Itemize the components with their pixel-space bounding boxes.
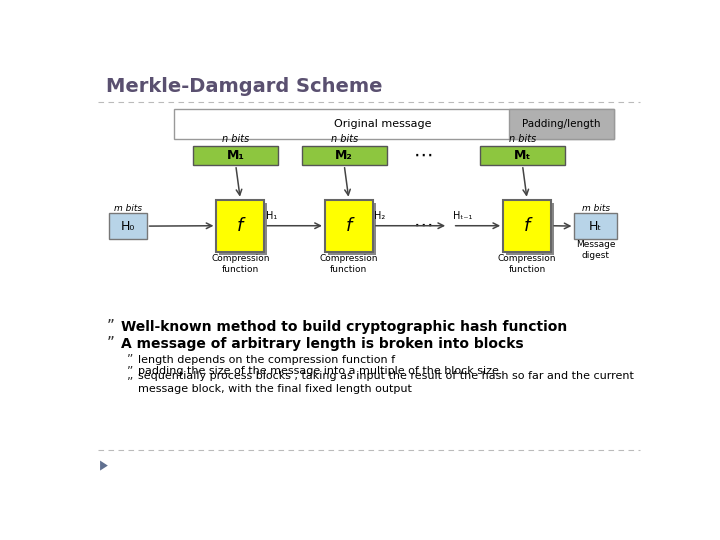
Text: ”: ” [127, 376, 134, 389]
Bar [575, 213, 617, 239]
Text: H₁: H₁ [266, 212, 277, 221]
Text: padding the size of the message into a multiple of the block size.: padding the size of the message into a m… [138, 366, 503, 376]
Text: Mₜ: Mₜ [514, 149, 531, 162]
Text: f: f [237, 217, 243, 235]
Bar [325, 200, 373, 252]
Polygon shape [100, 461, 108, 470]
Text: ”: ” [107, 336, 115, 351]
Bar [220, 202, 267, 255]
Text: M₁: M₁ [227, 149, 245, 162]
Text: length depends on the compression function f: length depends on the compression functi… [138, 355, 395, 365]
Text: H₂: H₂ [374, 212, 386, 221]
Bar [193, 146, 279, 165]
Bar [506, 202, 554, 255]
Text: f: f [524, 217, 531, 235]
Text: ⋯: ⋯ [413, 216, 433, 235]
Text: ⋯: ⋯ [413, 145, 433, 164]
Text: A message of arbitrary length is broken into blocks: A message of arbitrary length is broken … [121, 336, 523, 350]
Bar [480, 146, 565, 165]
Text: sequentially process blocks , taking as input the result of the hash so far and : sequentially process blocks , taking as … [138, 372, 634, 394]
Text: ”: ” [107, 319, 115, 334]
Text: ”: ” [127, 353, 134, 366]
Text: n bits: n bits [509, 134, 536, 144]
Text: Message
digest: Message digest [576, 240, 616, 260]
Bar [109, 213, 147, 239]
Text: Merkle-Damgard Scheme: Merkle-Damgard Scheme [106, 77, 382, 96]
Text: n bits: n bits [330, 134, 358, 144]
Text: f: f [346, 217, 352, 235]
Text: Well-known method to build cryptographic hash function: Well-known method to build cryptographic… [121, 320, 567, 334]
Text: Padding/length: Padding/length [522, 119, 600, 129]
Bar [302, 146, 387, 165]
Bar [508, 110, 614, 139]
Bar [503, 200, 551, 252]
Text: ”: ” [127, 364, 134, 378]
Bar [216, 200, 264, 252]
Text: Compression
function: Compression function [498, 254, 557, 274]
Text: m bits: m bits [582, 204, 610, 213]
Text: Hₜ: Hₜ [589, 220, 602, 233]
Text: m bits: m bits [114, 204, 142, 213]
Text: M₂: M₂ [336, 149, 353, 162]
Bar [328, 202, 376, 255]
Text: Original message: Original message [334, 119, 432, 129]
Text: Hₜ₋₁: Hₜ₋₁ [453, 212, 472, 221]
Text: H₀: H₀ [121, 220, 135, 233]
Text: Compression
function: Compression function [320, 254, 378, 274]
Text: n bits: n bits [222, 134, 249, 144]
Bar [174, 110, 614, 139]
Text: Compression
function: Compression function [211, 254, 269, 274]
